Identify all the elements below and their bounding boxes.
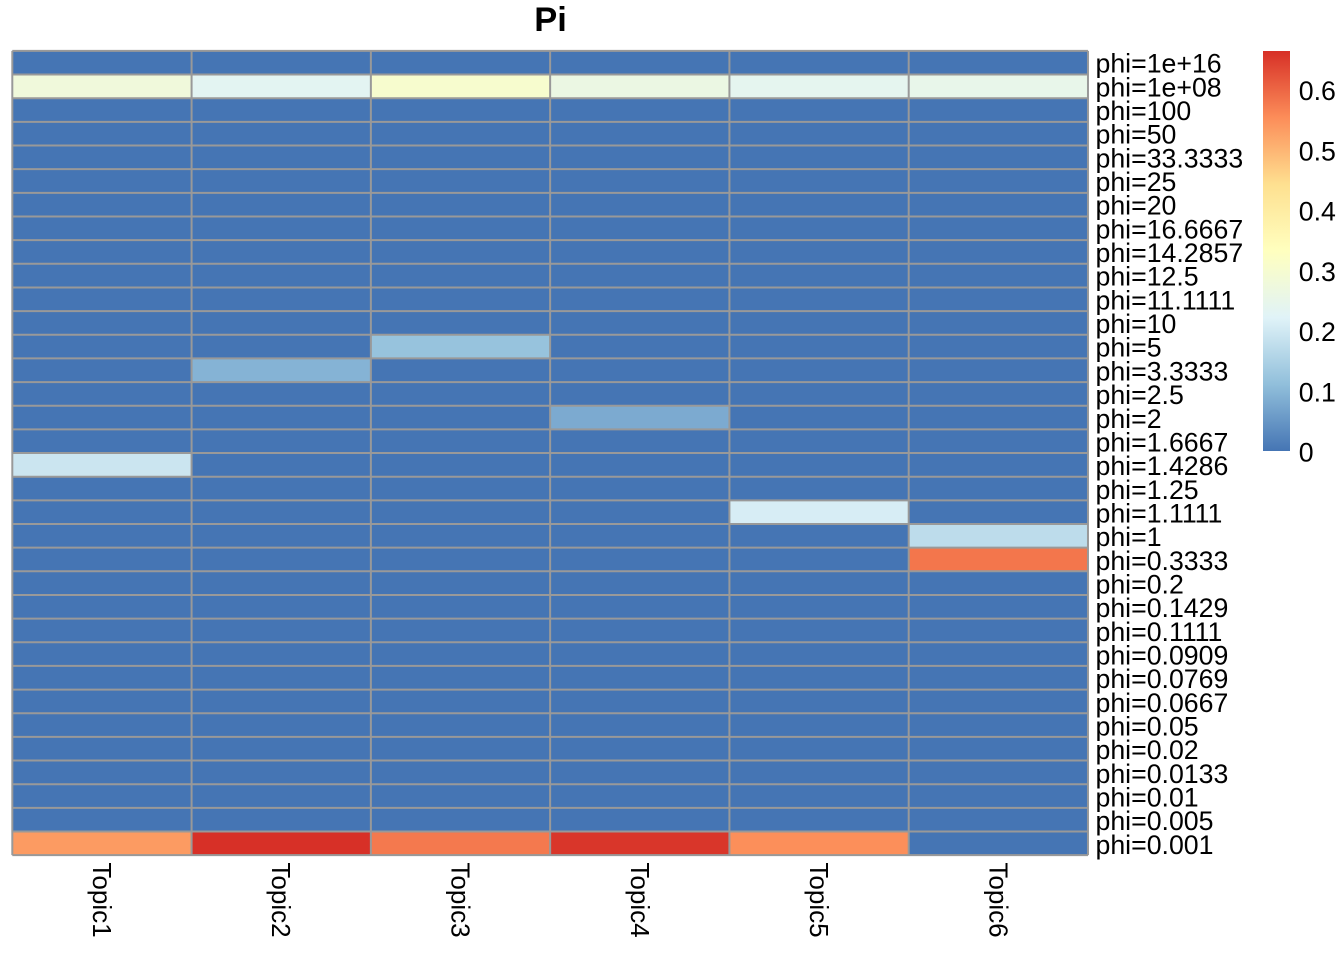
svg-text:Topic2: Topic2 — [266, 862, 296, 937]
svg-text:phi=14.2857: phi=14.2857 — [1096, 238, 1244, 268]
svg-text:phi=0.05: phi=0.05 — [1096, 711, 1199, 741]
svg-text:0.6: 0.6 — [1299, 76, 1336, 106]
svg-text:0.4: 0.4 — [1299, 197, 1336, 227]
svg-text:Topic6: Topic6 — [983, 862, 1013, 937]
svg-text:phi=50: phi=50 — [1096, 120, 1177, 150]
svg-text:0: 0 — [1299, 438, 1314, 468]
svg-text:phi=0.001: phi=0.001 — [1096, 830, 1214, 860]
svg-text:phi=0.0909: phi=0.0909 — [1096, 640, 1229, 670]
svg-text:0.1: 0.1 — [1299, 377, 1336, 407]
svg-text:phi=5: phi=5 — [1096, 333, 1162, 363]
svg-text:phi=16.6667: phi=16.6667 — [1096, 214, 1244, 244]
svg-text:phi=0.02: phi=0.02 — [1096, 735, 1199, 765]
svg-text:phi=0.005: phi=0.005 — [1096, 806, 1214, 836]
svg-text:Topic5: Topic5 — [804, 862, 834, 937]
svg-text:phi=1.1111: phi=1.1111 — [1096, 498, 1223, 528]
svg-text:phi=2.5: phi=2.5 — [1096, 380, 1184, 410]
svg-text:Topic1: Topic1 — [87, 862, 117, 937]
svg-text:phi=0.3333: phi=0.3333 — [1096, 546, 1229, 576]
svg-text:phi=12.5: phi=12.5 — [1096, 262, 1199, 292]
svg-text:phi=11.1111: phi=11.1111 — [1096, 285, 1236, 315]
svg-text:0.2: 0.2 — [1299, 317, 1336, 347]
svg-text:Topic3: Topic3 — [446, 862, 476, 937]
svg-text:Pi: Pi — [534, 1, 567, 39]
svg-text:phi=1e+08: phi=1e+08 — [1096, 72, 1222, 102]
svg-text:0.3: 0.3 — [1299, 257, 1336, 287]
svg-text:Topic4: Topic4 — [625, 862, 655, 937]
svg-text:phi=0.01: phi=0.01 — [1096, 782, 1199, 812]
svg-text:phi=1.6667: phi=1.6667 — [1096, 427, 1229, 457]
svg-text:phi=33.3333: phi=33.3333 — [1096, 143, 1244, 173]
svg-text:phi=0.1429: phi=0.1429 — [1096, 593, 1229, 623]
svg-text:phi=1.25: phi=1.25 — [1096, 475, 1199, 505]
svg-text:phi=2: phi=2 — [1096, 404, 1162, 434]
svg-text:phi=20: phi=20 — [1096, 191, 1177, 221]
svg-text:phi=10: phi=10 — [1096, 309, 1177, 339]
svg-text:phi=25: phi=25 — [1096, 167, 1177, 197]
svg-text:phi=1.4286: phi=1.4286 — [1096, 451, 1229, 481]
svg-text:phi=0.0667: phi=0.0667 — [1096, 688, 1229, 718]
svg-text:phi=1: phi=1 — [1096, 522, 1162, 552]
svg-text:phi=1e+16: phi=1e+16 — [1096, 49, 1222, 79]
svg-text:phi=0.0769: phi=0.0769 — [1096, 664, 1229, 694]
svg-text:phi=3.3333: phi=3.3333 — [1096, 356, 1229, 386]
svg-text:0.5: 0.5 — [1299, 136, 1336, 166]
svg-text:phi=0.0133: phi=0.0133 — [1096, 759, 1229, 789]
svg-text:phi=0.2: phi=0.2 — [1096, 569, 1184, 599]
svg-text:phi=100: phi=100 — [1096, 96, 1192, 126]
svg-text:phi=0.1111: phi=0.1111 — [1096, 617, 1223, 647]
